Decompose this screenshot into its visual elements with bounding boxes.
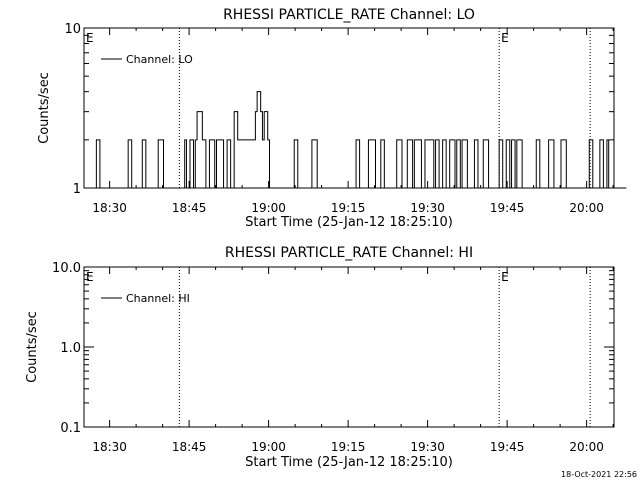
y-axis-label: Counts/sec <box>25 311 40 383</box>
event-marker-label: E <box>86 31 94 45</box>
x-tick-label: 19:45 <box>490 440 525 454</box>
chart-title: RHESSI PARTICLE_RATE Channel: LO <box>223 7 475 23</box>
x-tick-label: 20:00 <box>569 201 604 215</box>
x-tick-label: 20:00 <box>569 440 604 454</box>
y-tick-label: 0.1 <box>60 421 81 436</box>
x-axis-label: Start Time (25-Jan-12 18:25:10) <box>245 215 453 230</box>
y-tick-label: 10.0 <box>52 261 81 276</box>
x-tick-label: 19:30 <box>410 201 445 215</box>
y-tick-label: 1.0 <box>60 341 81 356</box>
x-tick-label: 19:30 <box>410 440 445 454</box>
y-tick-label: 1 <box>73 182 81 197</box>
legend-label: Channel: HI <box>126 292 190 305</box>
event-marker-label: E <box>501 270 509 284</box>
x-tick-label: 19:45 <box>490 201 525 215</box>
x-tick-label: 19:15 <box>331 201 366 215</box>
y-tick-label: 10 <box>64 22 81 37</box>
y-axis-label: Counts/sec <box>37 72 52 144</box>
event-marker-label: E <box>86 270 94 284</box>
series-line-channello <box>84 91 627 189</box>
x-axis-label: Start Time (25-Jan-12 18:25:10) <box>245 455 453 470</box>
x-tick-label: 18:30 <box>92 440 127 454</box>
x-tick-label: 19:00 <box>251 440 286 454</box>
x-tick-label: 18:45 <box>172 440 207 454</box>
x-tick-label: 18:30 <box>92 201 127 215</box>
panel-lo: RHESSI PARTICLE_RATE Channel: LO 18:30 18:… <box>37 7 627 230</box>
x-tick-label: 19:15 <box>331 440 366 454</box>
panel-hi: RHESSI PARTICLE_RATE Channel: HI 18:30 18:… <box>25 245 615 470</box>
legend-label: Channel: LO <box>126 53 193 66</box>
footer-timestamp: 18-Oct-2021 22:56 <box>561 470 637 479</box>
plot-frame <box>83 266 615 428</box>
chart-title: RHESSI PARTICLE_RATE Channel: HI <box>225 245 473 261</box>
x-tick-label: 18:45 <box>172 201 207 215</box>
event-marker-label: E <box>501 31 509 45</box>
x-tick-label: 19:00 <box>251 201 286 215</box>
